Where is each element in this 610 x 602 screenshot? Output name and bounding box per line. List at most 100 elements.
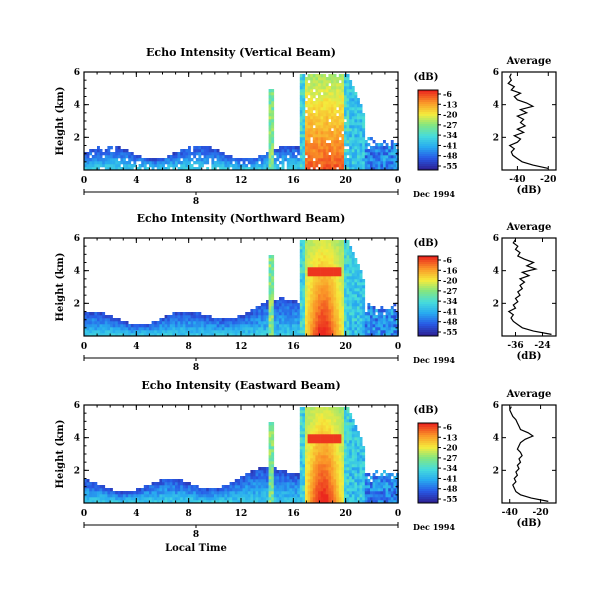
y-axis-label: Height (km) bbox=[55, 420, 66, 489]
panel-2: Echo Intensity (Northward Beam)0 4 8 12 16 20… bbox=[55, 212, 557, 373]
average-x-tick: -36 bbox=[507, 341, 523, 351]
colorbar-label: -34 bbox=[443, 463, 458, 473]
panel-title: Echo Intensity (Vertical Beam) bbox=[146, 46, 336, 59]
x-tick-label: 12 bbox=[235, 342, 248, 352]
x-tick-label: 20 bbox=[339, 342, 352, 352]
average-y-tick: 2 bbox=[493, 299, 499, 309]
date-label: Dec 1994 bbox=[413, 522, 455, 532]
average-y-tick: 6 bbox=[493, 68, 499, 78]
average-line bbox=[507, 73, 549, 169]
average-title: Average bbox=[506, 222, 552, 233]
colorbar-label: -20 bbox=[443, 443, 458, 453]
colorbar-label: -16 bbox=[443, 265, 458, 275]
x-tick-label: 4 bbox=[133, 176, 139, 186]
colorbar-label: -13 bbox=[443, 432, 458, 442]
average-title: Average bbox=[506, 389, 552, 400]
average-y-tick: 4 bbox=[493, 434, 499, 444]
colorbar-label: -34 bbox=[443, 130, 458, 140]
x-tick-label: 12 bbox=[235, 509, 248, 519]
y-tick-label: 6 bbox=[74, 68, 80, 78]
average-profile: Average -40 -20 2 4 6 (dB) bbox=[493, 389, 557, 529]
panel-title: Echo Intensity (Northward Beam) bbox=[137, 212, 346, 225]
colorbar-label: -27 bbox=[443, 286, 457, 296]
x-tick-label: 8 bbox=[186, 509, 192, 519]
y-tick-label: 4 bbox=[74, 267, 80, 277]
x-axis-label: Local Time bbox=[165, 543, 227, 554]
x-tick-label: 0 bbox=[395, 509, 401, 519]
colorbar: (dB) -6-16-20-27-34-41-48-55 bbox=[414, 238, 458, 337]
average-x-label: (dB) bbox=[517, 351, 542, 362]
y-axis-label: Height (km) bbox=[55, 253, 66, 322]
colorbar-label: -6 bbox=[443, 255, 452, 265]
average-line bbox=[509, 406, 549, 502]
y-tick-label: 2 bbox=[74, 133, 80, 143]
average-x-label: (dB) bbox=[517, 185, 542, 196]
x-tick-label: 0 bbox=[395, 342, 401, 352]
average-line bbox=[507, 239, 552, 335]
x-tick-label: 16 bbox=[287, 509, 300, 519]
average-x-tick: -20 bbox=[532, 508, 548, 518]
day-marker: 8 bbox=[193, 530, 199, 540]
colorbar-label: -6 bbox=[443, 422, 452, 432]
average-x-tick: -40 bbox=[502, 508, 518, 518]
panel-3: Echo Intensity (Eastward Beam) 0 4 8 12 16 20 0… bbox=[55, 379, 557, 554]
x-tick-label: 0 bbox=[81, 342, 87, 352]
y-tick-label: 6 bbox=[74, 401, 80, 411]
y-tick-label: 4 bbox=[74, 434, 80, 444]
colorbar-label: -6 bbox=[443, 89, 452, 99]
y-tick-label: 2 bbox=[74, 299, 80, 309]
intensity-heatmap bbox=[84, 240, 399, 337]
x-tick-label: 16 bbox=[287, 342, 300, 352]
colorbar-label: -41 bbox=[443, 473, 457, 483]
average-y-tick: 4 bbox=[493, 101, 499, 111]
average-frame bbox=[501, 71, 557, 171]
colorbar-unit: (dB) bbox=[414, 405, 439, 416]
x-tick-label: 16 bbox=[287, 176, 300, 186]
y-tick-label: 6 bbox=[74, 234, 80, 244]
x-tick-label: 4 bbox=[133, 509, 139, 519]
average-y-tick: 2 bbox=[493, 133, 499, 143]
colorbar-label: -41 bbox=[443, 306, 457, 316]
average-frame bbox=[501, 237, 557, 337]
x-tick-label: 8 bbox=[186, 176, 192, 186]
day-marker: 8 bbox=[193, 363, 199, 373]
colorbar-label: -55 bbox=[443, 327, 457, 337]
average-title: Average bbox=[506, 56, 552, 67]
x-tick-label: 20 bbox=[339, 509, 352, 519]
panel-1: Echo Intensity (Vertical Beam) 0 4 8 12 16 20 0… bbox=[55, 46, 557, 207]
panel-title: Echo Intensity (Eastward Beam) bbox=[141, 379, 340, 392]
average-frame bbox=[501, 404, 557, 504]
x-tick-label: 4 bbox=[133, 342, 139, 352]
average-y-tick: 6 bbox=[493, 234, 499, 244]
x-tick-label: 0 bbox=[81, 176, 87, 186]
average-y-tick: 2 bbox=[493, 466, 499, 476]
average-profile: Average -36 -24 2 4 6 (dB) bbox=[493, 222, 557, 362]
colorbar-label: -55 bbox=[443, 494, 457, 504]
intensity-heatmap bbox=[84, 407, 399, 504]
average-x-label: (dB) bbox=[517, 518, 542, 529]
average-y-tick: 4 bbox=[493, 267, 499, 277]
colorbar-label: -48 bbox=[443, 317, 458, 327]
colorbar-label: -20 bbox=[443, 276, 458, 286]
y-tick-label: 4 bbox=[74, 101, 80, 111]
colorbar-label: -27 bbox=[443, 120, 457, 130]
colorbar-label: -27 bbox=[443, 453, 457, 463]
average-x-tick: -24 bbox=[534, 341, 550, 351]
colorbar: (dB) -6-13-20-27-34-41-48-55 bbox=[414, 405, 458, 504]
x-tick-label: 0 bbox=[395, 176, 401, 186]
colorbar-label: -20 bbox=[443, 110, 458, 120]
average-y-tick: 6 bbox=[493, 401, 499, 411]
colorbar-label: -34 bbox=[443, 296, 458, 306]
x-tick-label: 8 bbox=[186, 342, 192, 352]
date-label: Dec 1994 bbox=[413, 355, 455, 365]
colorbar-unit: (dB) bbox=[414, 238, 439, 249]
colorbar: (dB) -6-13-20-27-34-41-48-55 bbox=[414, 72, 458, 171]
colorbar-unit: (dB) bbox=[414, 72, 439, 83]
x-tick-label: 0 bbox=[81, 509, 87, 519]
intensity-heatmap bbox=[84, 74, 399, 171]
average-x-tick: -40 bbox=[509, 175, 525, 185]
x-tick-label: 20 bbox=[339, 176, 352, 186]
date-label: Dec 1994 bbox=[413, 189, 455, 199]
average-profile: Average -40 -20 2 4 6 (dB) bbox=[493, 56, 557, 196]
